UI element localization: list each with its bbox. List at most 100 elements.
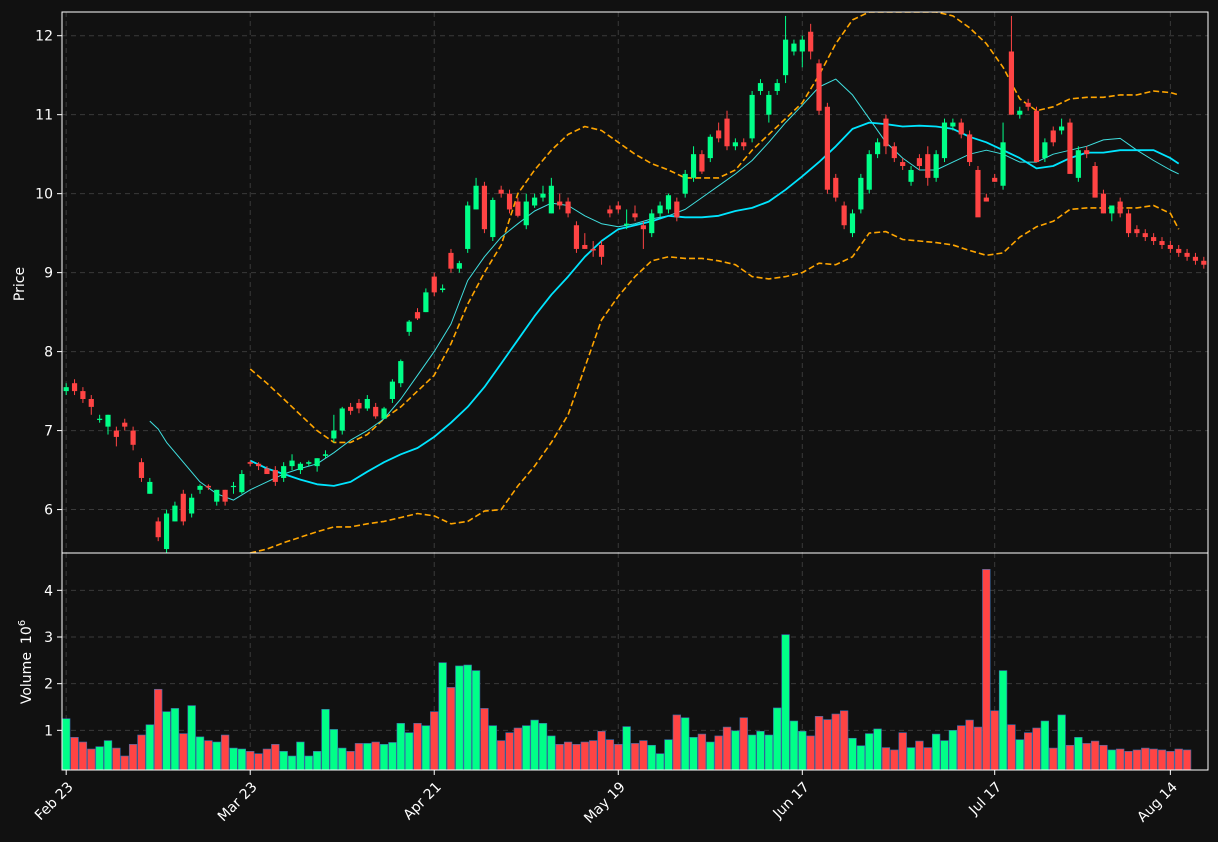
volume-bar-up [321, 709, 330, 771]
candle-body-down [113, 430, 119, 437]
candle-body-down [833, 177, 839, 198]
candle-body-up [398, 361, 404, 384]
volume-panel-frame [61, 552, 1209, 771]
volume-bar-up [764, 734, 773, 771]
volume-bar-down [480, 708, 489, 771]
volume-bar-up [279, 751, 288, 771]
candle-body-down [824, 106, 830, 190]
volume-bar-up [1074, 737, 1083, 771]
volume-bar-down [513, 727, 523, 771]
volume-bar-up [622, 726, 631, 771]
volume-bar-down [1149, 748, 1158, 771]
candle-body-down [983, 197, 989, 202]
volume-bar-down [346, 751, 355, 771]
volume-bar-down [262, 748, 272, 771]
fast-moving-average-line [149, 78, 1179, 501]
candle-body-down [1151, 237, 1157, 242]
volume-axis-label: Volume 106 [17, 620, 35, 704]
price-tick-label: 7 [44, 424, 53, 440]
volume-bar-up [906, 747, 916, 771]
candle-body-down [598, 244, 605, 257]
volume-bar-down [354, 743, 364, 771]
volume-bar-down [605, 739, 615, 771]
volume-bar-down [204, 740, 213, 771]
candle-body-down [1084, 150, 1090, 155]
volume-bar-down [823, 719, 832, 771]
volume-bar-down [430, 711, 439, 771]
candle-body-down [975, 169, 981, 218]
volume-y-ticks: 1 2 3 4 [44, 583, 62, 739]
volume-bar-up [522, 725, 531, 771]
candle-body-up [1059, 126, 1065, 131]
candle-body-up [707, 136, 713, 159]
volume-bar-up [731, 730, 740, 771]
volume-tick-label: 2 [44, 677, 53, 693]
candle-body-down [967, 134, 973, 163]
volume-bar-down [890, 749, 899, 771]
candle-body-down [88, 398, 94, 407]
volume-bar-down [881, 747, 891, 771]
volume-bar-down [555, 744, 564, 771]
volume-bar-up [421, 725, 431, 771]
volume-bar-down [128, 744, 138, 771]
candle-body-down [373, 406, 379, 417]
volume-bar-down [923, 747, 932, 771]
moving-averages [149, 78, 1180, 501]
candle-body-down [448, 252, 454, 269]
volume-bar-down [1116, 748, 1125, 771]
candle-body-down [1025, 102, 1031, 107]
volume-bar-up [773, 707, 782, 771]
volume-bar-down [722, 726, 732, 771]
volume-bar-up [756, 730, 765, 771]
candle-body-down [590, 248, 596, 251]
volume-bar-down [154, 688, 163, 771]
candle-body-up [97, 418, 103, 420]
volume-bar-down [1182, 749, 1192, 771]
candle-body-up [1000, 142, 1006, 186]
volume-bar-down [1132, 749, 1142, 771]
volume-bar-up [530, 719, 539, 771]
volume-bar-up [647, 744, 656, 771]
volume-bar-down [831, 713, 840, 771]
candle-body-up [523, 201, 529, 226]
candle-body-up [322, 454, 329, 456]
candle-body-up [1042, 142, 1048, 159]
volume-axis-label-base: 10 [19, 626, 35, 644]
candle-body-down [724, 118, 730, 147]
candle-body-up [297, 463, 303, 471]
bollinger-bands [249, 12, 1180, 553]
candle-body-up [239, 474, 245, 493]
candle-body-up [791, 43, 797, 52]
volume-bar-up [388, 742, 397, 771]
volume-bar-up [538, 723, 548, 771]
candle-body-down [1125, 213, 1132, 234]
volume-bar-down [120, 755, 129, 771]
volume-bar-up [848, 737, 857, 771]
volume-bar-down [982, 569, 991, 771]
candle-body-up [774, 83, 780, 91]
volume-bar-down [497, 740, 506, 771]
candle-body-down [481, 185, 488, 230]
volume-bar-down [973, 726, 983, 771]
volume-bar-down [965, 719, 974, 771]
candle-body-down [565, 201, 571, 214]
volume-bar-down [739, 717, 748, 771]
price-panel: 6 7 8 9 10 11 12 Price [12, 11, 1209, 554]
candle-body-down [205, 485, 211, 488]
candle-body-up [314, 458, 320, 467]
candle-body-up [189, 497, 195, 514]
volume-bar-down [87, 748, 96, 771]
volume-bar-up [798, 730, 807, 771]
candle-body-up [933, 154, 939, 178]
volume-bar-up [396, 723, 405, 771]
candle-body-up [389, 381, 396, 399]
candle-body-up [950, 122, 956, 127]
upper-band-line [249, 12, 1179, 444]
volume-bar-down [672, 714, 681, 771]
volume-bar-down [1099, 744, 1108, 771]
price-axis-label: Price [12, 267, 28, 301]
volume-bar-up [873, 728, 882, 771]
candle-body-up [757, 83, 764, 91]
candle-body-up [456, 263, 462, 269]
